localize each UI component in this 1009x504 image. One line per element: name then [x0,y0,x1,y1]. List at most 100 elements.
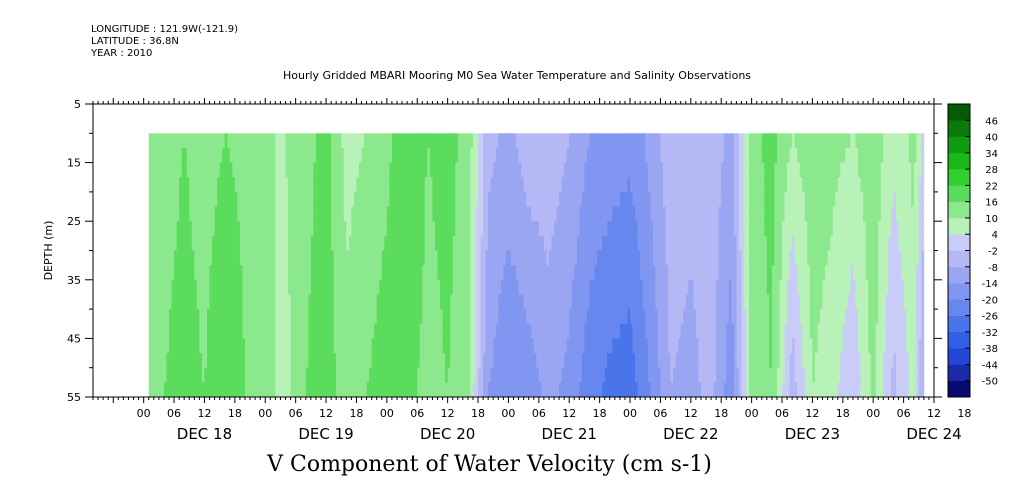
heatmap-cell [310,265,314,281]
heatmap-cell [212,338,215,354]
heatmap-cell [607,323,611,339]
heatmap-cell [462,147,466,163]
heatmap-cell [759,221,763,237]
heatmap-cell [523,265,527,281]
heatmap-cell [592,177,595,193]
heatmap-cell [151,265,155,281]
heatmap-cell [460,353,464,369]
heatmap-cell [371,382,375,398]
heatmap-cell [825,338,829,354]
heatmap-cell [353,162,357,178]
heatmap-cell [308,279,312,295]
heatmap-cell [571,279,575,295]
heatmap-cell [741,162,745,178]
heatmap-cell [602,309,606,325]
heatmap-cell [675,309,679,325]
heatmap-cell [607,162,611,178]
heatmap-cell [533,162,537,178]
heatmap-cell [774,353,778,369]
heatmap-cell [417,147,421,163]
heatmap-cell [295,177,299,193]
heatmap-cell [538,177,542,193]
heatmap-cell [237,206,241,222]
heatmap-cell [298,191,302,207]
heatmap-cell [576,367,580,383]
heatmap-cell [293,294,297,310]
heatmap-cell [191,338,195,354]
heatmap-cell [255,250,259,266]
heatmap-cell [787,162,791,178]
heatmap-cell [554,338,557,354]
heatmap-cell [589,279,593,295]
heatmap-cell [374,206,378,222]
heatmap-cell [561,206,565,222]
heatmap-cell [348,382,352,398]
heatmap-cell [604,147,608,163]
heatmap-cell [642,133,646,149]
heatmap-cell [402,206,405,222]
heatmap-cell [521,191,525,207]
heatmap-cell [417,191,421,207]
heatmap-cell [756,279,760,295]
heatmap-cell [338,147,342,163]
heatmap-cell [358,294,362,310]
heatmap-cell [239,147,243,163]
heatmap-cell [564,338,568,354]
heatmap-cell [650,338,654,354]
heatmap-cell [546,206,550,222]
heatmap-cell [204,250,208,266]
heatmap-cell [627,294,631,310]
heatmap-cell [450,206,454,222]
heatmap-cell [607,133,611,149]
heatmap-cell [574,294,578,310]
heatmap-cell [771,279,775,295]
heatmap-cell [168,382,172,398]
heatmap-cell [320,382,324,398]
heatmap-cell [807,191,811,207]
heatmap-cell [227,191,231,207]
heatmap-cell [232,323,236,339]
heatmap-cell [784,221,788,237]
heatmap-cell [305,279,309,295]
heatmap-cell [493,265,497,281]
heatmap-cell [807,235,811,251]
heatmap-cell [731,162,735,178]
heatmap-cell [630,382,633,398]
heatmap-cell [698,206,702,222]
heatmap-cell [212,279,215,295]
heatmap-cell [199,133,203,149]
heatmap-cell [660,323,664,339]
heatmap-cell [516,221,519,237]
heatmap-cell [343,367,347,383]
heatmap-cell [713,177,717,193]
heatmap-cell [685,294,689,310]
heatmap-cell [657,191,661,207]
heatmap-cell [804,250,808,266]
heatmap-cell [592,235,595,251]
heatmap-cell [470,147,474,163]
heatmap-cell [196,338,200,354]
heatmap-cell [217,191,221,207]
heatmap-cell [315,382,319,398]
heatmap-cell [189,221,193,237]
heatmap-cell [531,309,535,325]
heatmap-cell [265,367,269,383]
heatmap-cell [272,323,276,339]
heatmap-cell [597,133,601,149]
heatmap-cell [379,353,383,369]
heatmap-cell [222,265,226,281]
heatmap-cell [176,338,180,354]
heatmap-cell [267,353,271,369]
heatmap-cell [189,177,193,193]
heatmap-cell [171,353,175,369]
heatmap-cell [733,235,737,251]
heatmap-cell [189,133,193,149]
heatmap-cell [429,177,433,193]
heatmap-cell [599,206,603,222]
heatmap-cell [495,191,499,207]
heatmap-cell [371,309,375,325]
heatmap-cell [343,323,347,339]
heatmap-cell [820,294,823,310]
heatmap-cell [510,191,514,207]
heatmap-cell [189,206,193,222]
